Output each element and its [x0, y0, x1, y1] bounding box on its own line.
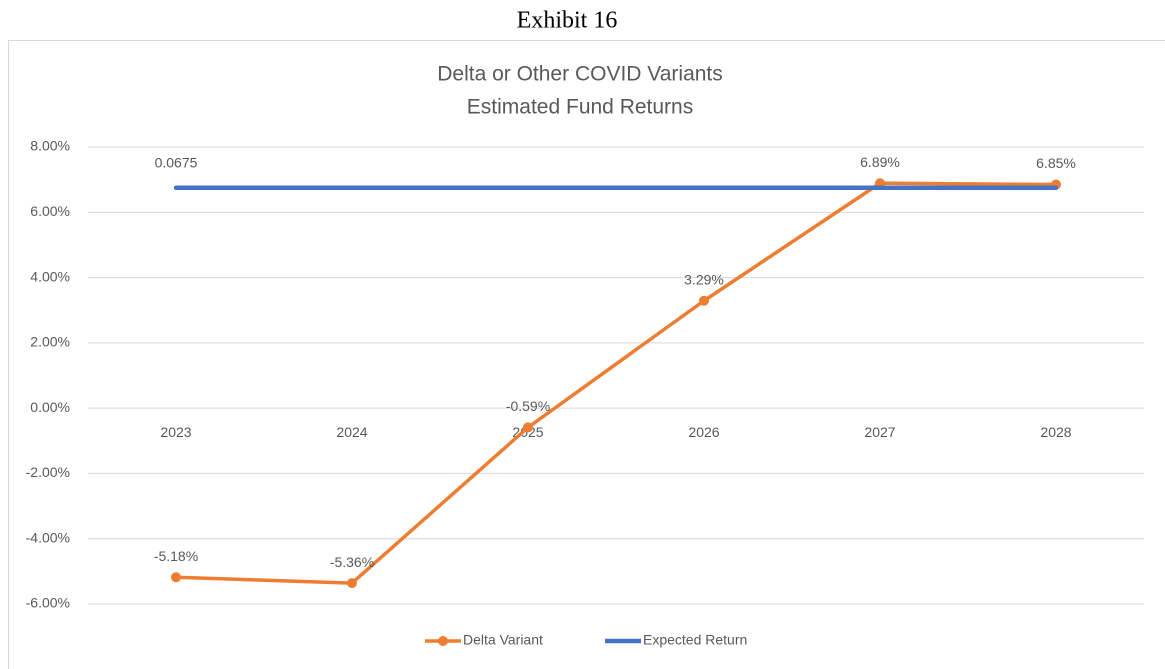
legend-marker: [438, 636, 448, 646]
y-tick-label: 2.00%: [30, 334, 70, 350]
exhibit-caption: Exhibit 16: [517, 8, 618, 34]
y-tick-label: 6.00%: [30, 203, 70, 219]
data-label: 6.89%: [860, 154, 900, 170]
data-label: -5.36%: [330, 554, 374, 570]
data-label: -5.18%: [154, 548, 198, 564]
x-tick-label: 2024: [336, 424, 367, 440]
data-label: 6.85%: [1036, 155, 1076, 171]
x-tick-label: 2027: [864, 424, 895, 440]
data-label: -0.59%: [506, 398, 550, 414]
point-marker: [347, 578, 357, 589]
point-marker: [523, 422, 533, 433]
chart-subtitle: Estimated Fund Returns: [467, 96, 693, 119]
y-tick-label: 0.00%: [30, 399, 70, 415]
series-line: [174, 181, 1058, 585]
x-tick-label: 2028: [1040, 424, 1071, 440]
y-tick-label: 8.00%: [30, 138, 70, 154]
y-tick-label: 4.00%: [30, 268, 70, 284]
y-tick-label: -4.00%: [26, 529, 70, 545]
legend-label: Delta Variant: [463, 632, 543, 648]
data-label: 3.29%: [684, 271, 724, 287]
chart-title: Delta or Other COVID Variants: [437, 63, 723, 86]
chart-frame: [8, 40, 1165, 669]
y-tick-label: -2.00%: [26, 464, 70, 480]
x-tick-label: 2023: [160, 424, 191, 440]
point-marker: [699, 295, 709, 306]
x-tick-label: 2026: [688, 424, 719, 440]
legend-label: Expected Return: [643, 632, 747, 648]
y-tick-label: -6.00%: [26, 595, 70, 611]
data-label: 0.0675: [155, 155, 198, 171]
point-marker: [171, 572, 181, 583]
